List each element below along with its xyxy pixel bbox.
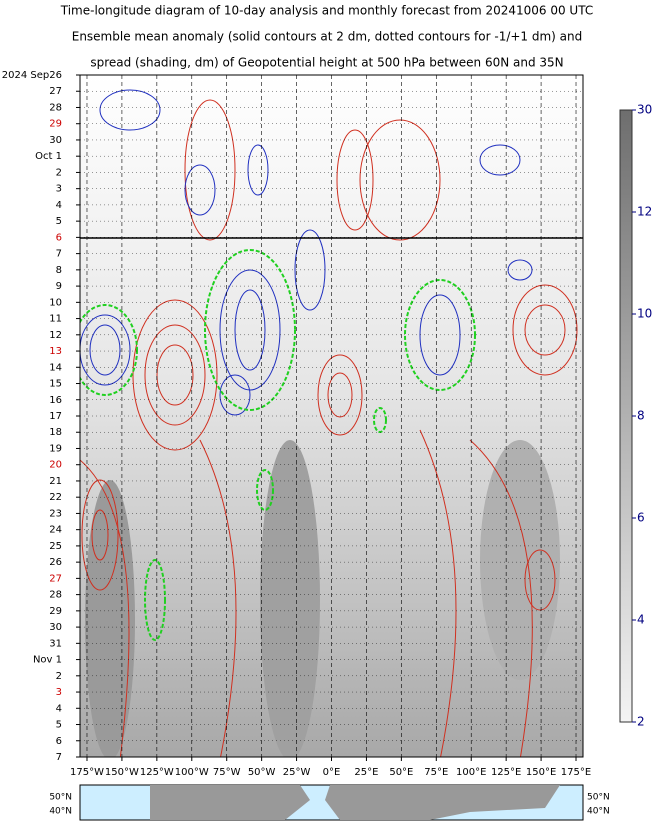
date-label: 29 xyxy=(49,606,62,617)
date-label: 23 xyxy=(49,508,62,519)
date-label: 4 xyxy=(56,703,62,714)
date-label: 28 xyxy=(49,590,62,601)
chart-title: spread (shading, dm) of Geopotential hei… xyxy=(90,56,563,70)
date-label: 25 xyxy=(49,541,62,552)
colorbar-label: 8 xyxy=(637,409,645,423)
date-label: 3 xyxy=(56,687,62,698)
x-tick-label: 25°E xyxy=(354,767,378,778)
colorbar-label: 4 xyxy=(637,613,645,627)
map-lat-label: 50°N xyxy=(49,793,72,803)
date-label: 8 xyxy=(56,265,62,276)
date-label: 17 xyxy=(49,411,62,422)
colorbar-label: 12 xyxy=(637,205,652,219)
date-label: 9 xyxy=(56,281,62,292)
x-tick-label: 0°E xyxy=(323,767,341,778)
colorbar-label: 2 xyxy=(637,715,645,729)
date-label: 22 xyxy=(49,492,62,503)
x-tick-label: 100°E xyxy=(456,767,486,778)
map-strip xyxy=(79,784,584,821)
x-tick-label: 125°E xyxy=(491,767,521,778)
x-tick-label: 175°W xyxy=(70,767,104,778)
date-label: 27 xyxy=(49,573,62,584)
date-label: 2024 Sep26 xyxy=(2,70,62,81)
date-label: 31 xyxy=(49,638,62,649)
date-label: 10 xyxy=(49,297,62,308)
colorbar xyxy=(619,109,633,723)
x-tick-label: 75°E xyxy=(424,767,448,778)
date-label: 30 xyxy=(49,622,62,633)
date-label: 2 xyxy=(56,671,62,682)
contours xyxy=(80,89,578,757)
map-lat-label: 40°N xyxy=(587,807,610,817)
colorbar-label: 30 xyxy=(637,103,652,117)
x-tick-label: 50°W xyxy=(248,767,276,778)
map-lat-label: 40°N xyxy=(49,807,72,817)
date-label: 24 xyxy=(49,525,62,536)
date-label: 7 xyxy=(56,752,62,763)
date-label: 26 xyxy=(49,557,62,568)
date-label: Nov 1 xyxy=(33,655,62,666)
colorbar-label: 10 xyxy=(637,307,652,321)
date-label: 15 xyxy=(49,379,62,390)
date-label: 2 xyxy=(56,167,62,178)
x-tick-label: 125°W xyxy=(140,767,174,778)
colorbar-label: 6 xyxy=(637,511,645,525)
x-tick-label: 150°W xyxy=(105,767,139,778)
date-label: 20 xyxy=(49,460,62,471)
date-label: 4 xyxy=(56,200,62,211)
x-tick-label: 150°E xyxy=(526,767,556,778)
date-label: 6 xyxy=(56,232,62,243)
date-label: 6 xyxy=(56,736,62,747)
date-label: 5 xyxy=(56,720,62,731)
date-label: 19 xyxy=(49,443,62,454)
date-label: 3 xyxy=(56,184,62,195)
date-label: 5 xyxy=(56,216,62,227)
date-label: 12 xyxy=(49,330,62,341)
date-label: 21 xyxy=(49,476,62,487)
date-label: 13 xyxy=(49,346,62,357)
date-label: 29 xyxy=(49,119,62,130)
date-label: Oct 1 xyxy=(35,151,62,162)
date-label: 14 xyxy=(49,362,62,373)
date-label: 28 xyxy=(49,102,62,113)
x-tick-label: 100°W xyxy=(175,767,209,778)
date-label: 18 xyxy=(49,427,62,438)
date-label: 7 xyxy=(56,249,62,260)
date-label: 16 xyxy=(49,395,62,406)
map-lat-label: 50°N xyxy=(587,793,610,803)
x-tick-label: 75°W xyxy=(213,767,241,778)
x-tick-label: 175°E xyxy=(561,767,591,778)
chart-title: Time-longitude diagram of 10-day analysi… xyxy=(60,4,593,18)
x-tick-label: 25°W xyxy=(283,767,311,778)
date-label: 30 xyxy=(49,135,62,146)
date-label: 27 xyxy=(49,86,62,97)
x-tick-label: 50°E xyxy=(389,767,413,778)
chart-title: Ensemble mean anomaly (solid contours at… xyxy=(72,30,583,44)
date-label: 11 xyxy=(49,314,62,325)
